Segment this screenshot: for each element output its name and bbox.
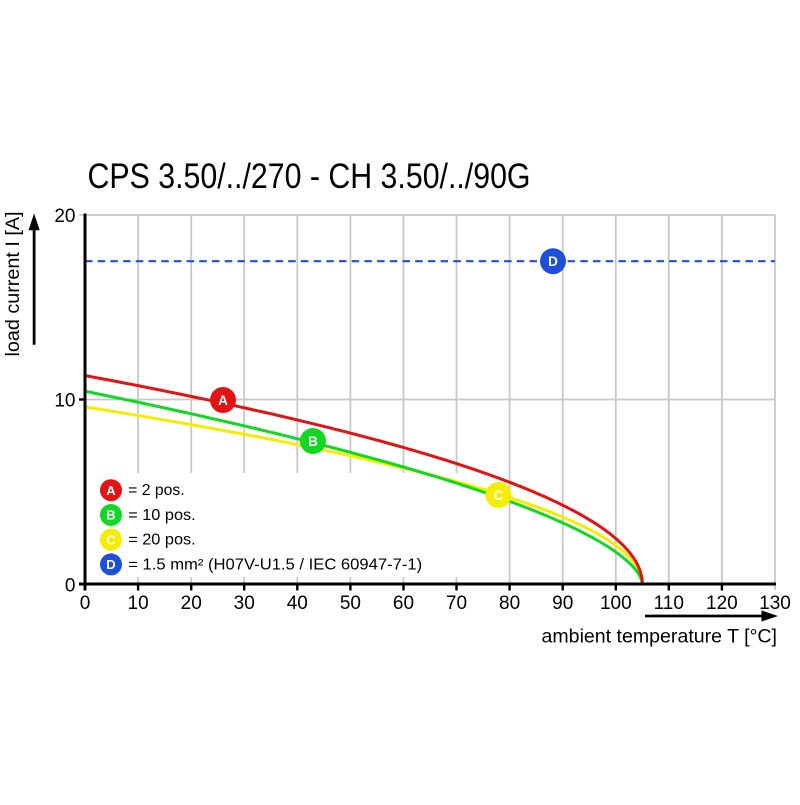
svg-text:70: 70: [446, 593, 467, 614]
svg-text:= 1.5 mm² (H07V-U1.5 / IEC 609: = 1.5 mm² (H07V-U1.5 / IEC 60947-7-1): [128, 556, 422, 573]
svg-text:130: 130: [759, 593, 791, 614]
svg-text:10: 10: [54, 391, 75, 412]
svg-text:40: 40: [287, 593, 308, 614]
svg-text:C: C: [494, 488, 504, 503]
svg-text:B: B: [308, 434, 318, 449]
svg-text:load current I [A]: load current I [A]: [3, 212, 24, 357]
svg-text:B: B: [106, 508, 115, 523]
svg-text:D: D: [548, 254, 558, 269]
svg-text:60: 60: [393, 593, 414, 614]
svg-text:A: A: [218, 393, 228, 408]
svg-text:= 2 pos.: = 2 pos.: [128, 482, 185, 499]
svg-text:D: D: [106, 557, 115, 572]
svg-text:A: A: [106, 483, 116, 498]
svg-text:0: 0: [65, 576, 76, 597]
svg-text:10: 10: [128, 593, 149, 614]
svg-text:100: 100: [600, 593, 632, 614]
svg-text:C: C: [106, 532, 116, 547]
svg-text:= 10 pos.: = 10 pos.: [128, 507, 196, 524]
svg-text:80: 80: [499, 593, 520, 614]
svg-text:50: 50: [340, 593, 361, 614]
svg-text:120: 120: [706, 593, 738, 614]
svg-text:90: 90: [552, 593, 573, 614]
svg-text:30: 30: [234, 593, 255, 614]
svg-text:20: 20: [181, 593, 202, 614]
svg-text:= 20 pos.: = 20 pos.: [128, 532, 196, 549]
svg-text:20: 20: [54, 206, 75, 227]
svg-text:0: 0: [80, 593, 91, 614]
svg-text:ambient temperature T [°C]: ambient temperature T [°C]: [542, 627, 778, 648]
svg-text:CPS 3.50/../270 - CH 3.50/../9: CPS 3.50/../270 - CH 3.50/../90G: [88, 157, 531, 196]
svg-text:110: 110: [654, 593, 684, 614]
